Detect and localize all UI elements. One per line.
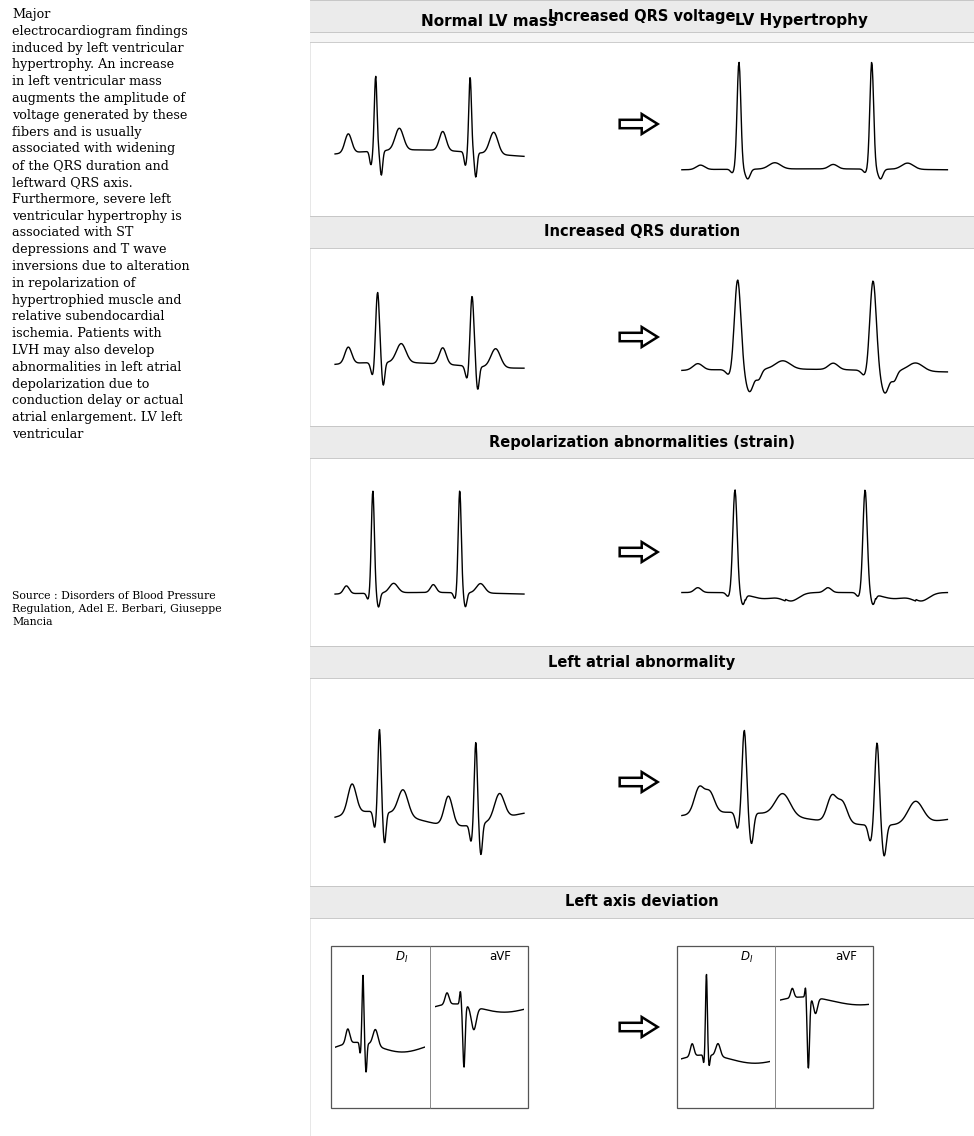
Bar [310, 216, 974, 248]
Polygon shape [619, 327, 657, 346]
Text: $D_I$: $D_I$ [740, 951, 753, 966]
Text: LV Hypertrophy: LV Hypertrophy [734, 14, 868, 28]
Bar [310, 646, 974, 678]
Text: Left axis deviation: Left axis deviation [565, 894, 719, 910]
Polygon shape [619, 1017, 657, 1037]
Polygon shape [619, 772, 657, 792]
Polygon shape [619, 542, 657, 562]
Bar [331, 946, 528, 1108]
Bar [677, 946, 873, 1108]
Bar [0, 0, 310, 1136]
Bar [310, 426, 974, 458]
Text: aVF: aVF [835, 951, 857, 963]
Text: Source : Disorders of Blood Pressure
Regulation, Adel E. Berbari, Giuseppe
Manci: Source : Disorders of Blood Pressure Reg… [12, 591, 222, 627]
Text: Increased QRS voltage: Increased QRS voltage [548, 8, 735, 24]
Bar [310, 0, 974, 32]
Bar [310, 0, 974, 42]
Text: Left atrial abnormality: Left atrial abnormality [548, 654, 735, 669]
Text: Major
electrocardiogram findings
induced by left ventricular
hypertrophy. An inc: Major electrocardiogram findings induced… [12, 8, 190, 441]
Bar [310, 886, 974, 918]
Text: $D_I$: $D_I$ [394, 951, 408, 966]
Text: Repolarization abnormalities (strain): Repolarization abnormalities (strain) [489, 434, 795, 450]
Polygon shape [619, 114, 657, 134]
Text: aVF: aVF [490, 951, 511, 963]
Text: Normal LV mass: Normal LV mass [422, 14, 557, 28]
Text: Increased QRS duration: Increased QRS duration [543, 225, 740, 240]
